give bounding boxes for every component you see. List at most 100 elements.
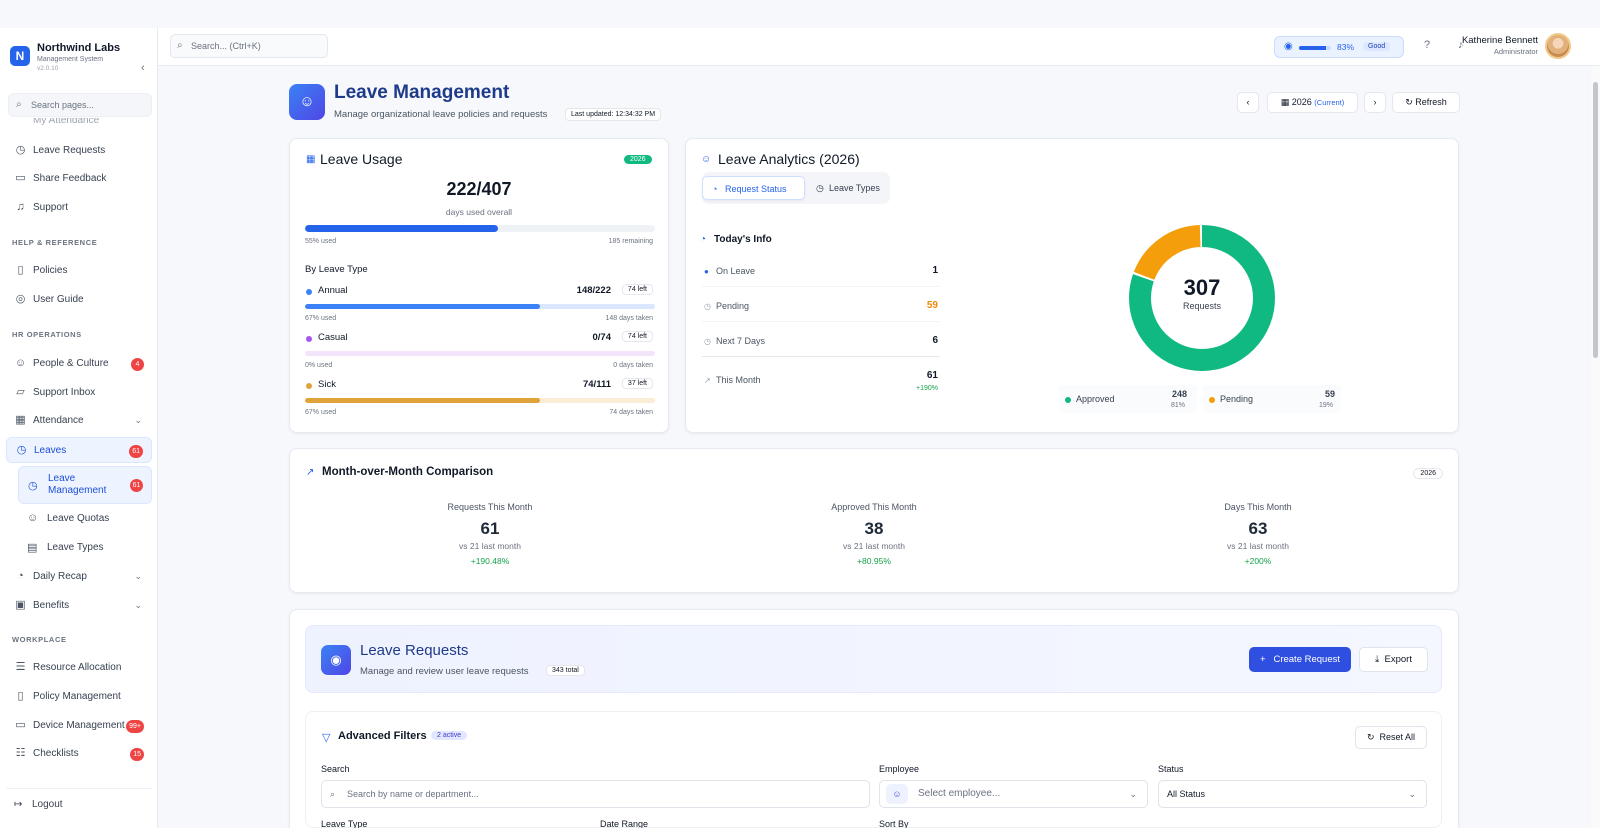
sidebar-item-support-inbox[interactable]: ▱ Support Inbox	[6, 380, 152, 406]
device-icon: ▭	[15, 719, 26, 731]
leave-type-left: 37 left	[621, 378, 653, 389]
scrollbar-thumb[interactable]	[1593, 82, 1598, 358]
search-filter-input[interactable]: ⌕ Search by name or department...	[321, 780, 870, 808]
mom-vs: vs 21 last month	[843, 541, 905, 551]
mom-label: Days This Month	[1224, 502, 1292, 512]
info-row-this-month: ↗ This Month 61 +190%	[702, 366, 940, 400]
mom-value: 38	[864, 519, 884, 538]
status-select[interactable]: All Status ⌄	[1158, 780, 1427, 808]
info-row-pending: ◷ Pending 59	[702, 292, 940, 322]
sidebar-item-label: Share Feedback	[33, 173, 107, 184]
sidebar-item-resource-allocation[interactable]: ☰ Resource Allocation	[6, 655, 152, 681]
leave-type-value: 74/111	[582, 379, 611, 390]
clock-icon: ◷	[704, 302, 711, 311]
sidebar-item-attendance[interactable]: ▦ Attendance ⌄	[6, 408, 152, 434]
sort-by-filter-label: Sort By	[879, 819, 909, 828]
mom-vs: vs 21 last month	[1227, 541, 1289, 551]
info-value: 6	[932, 335, 938, 346]
info-change: +190%	[916, 385, 938, 392]
reset-all-button[interactable]: ↻ Reset All	[1355, 726, 1427, 749]
sidebar-item-policy-management[interactable]: ▯ Policy Management	[6, 684, 152, 710]
sidebar-subitem-leave-management[interactable]: ◷ Leave Management 61	[18, 466, 152, 504]
prev-year-button[interactable]: ‹	[1237, 92, 1259, 113]
tab-leave-types[interactable]: ◷ Leave Types	[807, 176, 887, 200]
refresh-icon: ↻	[1366, 732, 1375, 742]
donut-caption: Requests	[1182, 301, 1222, 311]
sidebar-item-device-management[interactable]: ▭ Device Management 99+	[6, 713, 152, 739]
sidebar-item-daily-recap[interactable]: ◔ Daily Recap ⌄	[6, 564, 152, 590]
brand[interactable]: N Northwind Labs Management System v2.0.…	[10, 40, 150, 76]
chevron-down-icon: ⌄	[1129, 789, 1137, 799]
sidebar-item-label: Policy Management	[33, 691, 121, 702]
search-icon: ⌕	[16, 99, 22, 110]
leave-type-name: Casual	[318, 332, 348, 343]
usage-caption: days used overall	[445, 207, 513, 217]
mom-comparison-card: ↗ Month-over-Month Comparison 2026	[289, 448, 1459, 593]
performance-percent: 83%	[1337, 42, 1355, 52]
plus-icon: +	[1259, 654, 1266, 665]
sidebar-subitem-leave-types[interactable]: ▤ Leave Types	[18, 535, 152, 561]
sidebar-item-leave-requests[interactable]: ◷ Leave Requests	[6, 138, 152, 164]
clock-icon: ◔	[700, 234, 707, 245]
sidebar-item-support[interactable]: ♫ Support	[6, 195, 152, 221]
global-search-input[interactable]: ⌕ Search... (Ctrl+K)	[170, 34, 328, 58]
sidebar-item-benefits[interactable]: ▣ Benefits ⌄	[6, 593, 152, 619]
sidebar-search-input[interactable]: ⌕ Search pages...	[8, 93, 152, 117]
status-filter-label: Status	[1158, 764, 1184, 774]
info-value: 61	[926, 370, 938, 381]
collapse-sidebar-icon[interactable]: ‹	[141, 62, 145, 74]
search-icon: ⌕	[177, 40, 183, 51]
users-icon: ☺	[14, 357, 27, 369]
active-filters-badge: 2 active	[431, 731, 468, 740]
leave-type-left: 74 left	[621, 284, 653, 295]
sidebar-item-label: Leave Management	[48, 473, 107, 496]
sidebar-item-label: Daily Recap	[33, 571, 87, 582]
logout-button[interactable]: ↦ Logout	[6, 788, 152, 814]
sidebar-item-user-guide[interactable]: ◎ User Guide	[6, 287, 152, 313]
help-icon[interactable]: ?	[1424, 39, 1431, 51]
count-badge: 99+	[126, 720, 144, 733]
sidebar-item-checklists[interactable]: ☷ Checklists 15	[6, 741, 152, 767]
sidebar-item-leaves[interactable]: ◷ Leaves 61	[6, 437, 152, 463]
global-search-placeholder: Search... (Ctrl+K)	[191, 41, 261, 51]
legend-name: Approved	[1076, 394, 1115, 404]
legend-pct: 81%	[1170, 402, 1185, 409]
trend-icon: ↗	[704, 376, 711, 385]
dot-icon: ●	[704, 267, 709, 276]
mom-vs: vs 21 last month	[459, 541, 521, 551]
next-year-button[interactable]: ›	[1364, 92, 1386, 113]
create-request-label: Create Request	[1273, 654, 1341, 665]
employee-select[interactable]: ☺ Select employee... ⌄	[879, 780, 1148, 808]
mom-change: +190.48%	[470, 556, 510, 566]
sick-usage-bar	[305, 398, 655, 403]
sidebar-item-share-feedback[interactable]: ▭ Share Feedback	[6, 166, 152, 192]
mom-approved: Approved This Month 38 vs 21 last month …	[689, 491, 1059, 578]
download-icon: ⤓	[1375, 654, 1380, 665]
info-label: Next 7 Days	[716, 336, 766, 346]
inbox-icon: ▱	[16, 386, 25, 398]
export-button[interactable]: ⤓ Export	[1359, 647, 1428, 672]
sidebar-item-policies[interactable]: ▯ Policies	[6, 258, 152, 284]
leave-usage-card: ▦ Leave Usage 2026 222/407 days used ove…	[289, 138, 669, 433]
chevron-down-icon: ⌄	[134, 600, 142, 610]
today-info-title: Today's Info	[714, 234, 772, 245]
usage-remaining-label: 185 remaining	[608, 238, 653, 245]
scrollbar-track[interactable]	[1591, 66, 1600, 828]
donut-total: 307	[1183, 275, 1221, 300]
refresh-button[interactable]: ↻ Refresh	[1392, 92, 1460, 113]
avatar[interactable]	[1545, 33, 1571, 59]
tab-request-status[interactable]: ◔ Request Status	[702, 176, 805, 200]
create-request-button[interactable]: + Create Request	[1249, 647, 1351, 672]
year-selector[interactable]: ▦ 2026 (Current)	[1267, 92, 1358, 113]
bell-icon[interactable]: ♪	[1458, 39, 1464, 51]
performance-indicator[interactable]: ◉ 83% Good	[1274, 36, 1404, 58]
chevron-down-icon: ⌄	[134, 571, 142, 581]
refresh-icon: ↻	[1405, 97, 1413, 107]
info-label: On Leave	[716, 266, 756, 276]
sidebar-item-label: Device Management	[33, 720, 125, 731]
sidebar-item-people-culture[interactable]: ☺ People & Culture 4	[6, 351, 152, 377]
legend-approved: Approved 248 81%	[1059, 385, 1197, 413]
donut-slice-approved	[1129, 225, 1275, 371]
sidebar-subitem-leave-quotas[interactable]: ☺ Leave Quotas	[18, 506, 152, 532]
legend-value: 59	[1324, 389, 1335, 399]
